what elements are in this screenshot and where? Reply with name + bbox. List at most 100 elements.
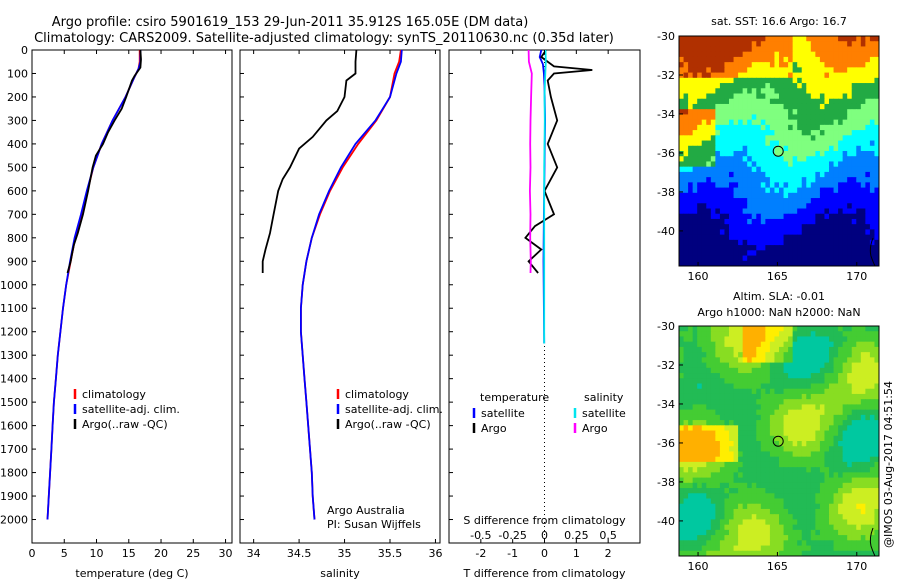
map-cell [738,352,744,358]
map-cell [801,367,807,374]
map-cell [679,218,685,225]
map-cell [751,362,757,369]
map-cell [760,550,766,557]
map-cell [810,88,816,94]
map-cell [692,498,698,505]
map-cell [824,341,830,348]
annotation-text: Argo Australia [327,504,405,517]
map-cell [715,46,721,53]
map-cell [860,409,866,416]
map-cell [801,224,807,230]
map-cell [779,451,785,458]
map-cell [756,156,762,162]
map-cell [833,425,839,432]
map-cell [810,550,816,557]
map-cell [797,250,803,257]
map-cell [688,446,694,452]
map-cell [760,373,766,379]
map-cell [792,213,798,220]
map-cell [742,373,748,379]
map-cell [810,336,816,343]
map-cell [806,383,812,390]
map-cell [760,367,766,374]
map-cell [742,362,748,369]
map-cell [829,498,835,505]
map-cell [838,77,844,84]
map-cell [856,187,862,194]
map-cell [760,540,766,547]
map-cell [869,245,875,251]
map-cell [869,177,875,183]
map-cell [842,367,848,374]
map-cell [833,326,839,332]
map-cell [729,357,735,364]
map-cell [715,229,721,236]
map-cell [797,482,803,489]
map-cell [683,245,689,251]
map-cell [842,467,848,473]
map-cell [833,409,839,416]
map-cell [788,255,794,262]
map-cell [683,362,689,369]
map-cell [738,177,744,183]
map-cell [751,498,757,505]
map-cell [874,234,880,241]
map-cell [792,336,798,343]
map-cell [688,182,694,189]
map-cell [874,446,880,452]
map-cell [724,229,730,236]
map-cell [765,255,771,262]
map-cell [688,373,694,379]
map-cell [706,336,712,343]
map-cell [769,357,775,364]
map-cell [747,393,753,400]
map-cell [838,192,844,199]
map-cell [724,393,730,400]
map-cell [706,177,712,183]
map-cell [851,67,857,74]
map-cell [792,56,798,63]
map-cell [815,336,821,343]
map-cell [747,187,753,194]
map-cell [683,451,689,458]
legend-entry: satellite [582,407,626,420]
map-cell [697,519,703,526]
map-cell [829,393,835,400]
map-cell [815,414,821,421]
map-cell [715,524,721,531]
map-cell [860,114,866,121]
map-cell [751,62,757,68]
map-cell [801,357,807,364]
map-cell [810,166,816,173]
map-cell [765,461,771,468]
map-cell [692,93,698,100]
map-cell [733,383,739,390]
map-cell [683,234,689,241]
map-cell [851,56,857,63]
map-cell [824,404,830,411]
map-cell [801,404,807,411]
map-cell [688,229,694,236]
map-cell [679,156,685,162]
map-cell [706,192,712,199]
map-cell [865,124,871,131]
map-cell [697,177,703,183]
map-cell [869,224,875,230]
map-cell [760,388,766,395]
map-cell [738,524,744,531]
map-cell [710,409,716,416]
map-cell [851,51,857,58]
map-cell [733,213,739,220]
map-cell [792,77,798,84]
map-cell [874,404,880,411]
map-cell [697,46,703,53]
map-cell [838,420,844,426]
map-cell [679,336,685,343]
map-cell [833,346,839,353]
map-cell [715,378,721,384]
map-cell [792,461,798,468]
map-cell [815,383,821,390]
map-cell [710,198,716,204]
map-cell [842,88,848,94]
map-cell [688,93,694,100]
